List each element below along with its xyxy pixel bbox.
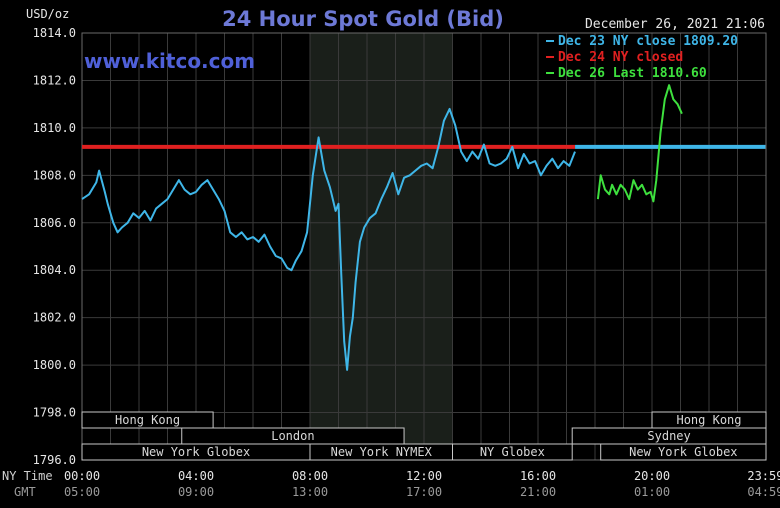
session-label: Sydney <box>647 429 690 443</box>
shaded-session-band <box>310 33 453 460</box>
legend-entry: Dec 24 NY closed <box>558 50 683 65</box>
y-tick-label: 1804.0 <box>33 263 76 277</box>
x-tick-label: 08:00 <box>292 469 328 483</box>
watermark: www.kitco.com <box>84 49 255 73</box>
x-tick-label: 00:00 <box>64 469 100 483</box>
timestamp: December 26, 2021 21:06 <box>585 17 765 32</box>
gmt-tick-label: 21:00 <box>520 485 556 499</box>
y-tick-label: 1814.0 <box>33 26 76 40</box>
y-tick-label: 1796.0 <box>33 453 76 467</box>
session-box <box>81 411 214 429</box>
y-tick-label: 1810.0 <box>33 121 76 135</box>
y-tick-label: 1808.0 <box>33 168 76 182</box>
session-label: New York NYMEX <box>331 445 433 459</box>
x-tick-label: 20:00 <box>634 469 670 483</box>
series-line <box>596 84 683 203</box>
gmt-row-label: GMT <box>14 485 36 499</box>
y-tick-label: 1802.0 <box>33 311 76 325</box>
x-tick-label: 04:00 <box>178 469 214 483</box>
session-label: Hong Kong <box>115 413 180 427</box>
session-box <box>452 443 573 461</box>
legend-entry: Dec 26 Last 1810.60 <box>558 66 707 81</box>
chart-title: 24 Hour Spot Gold (Bid) <box>222 7 504 31</box>
session-label: London <box>271 429 314 443</box>
y-tick-label: 1800.0 <box>33 358 76 372</box>
y-tick-label: 1798.0 <box>33 406 76 420</box>
session-label: NY Globex <box>480 445 545 459</box>
session-label: New York Globex <box>142 445 250 459</box>
session-box <box>600 443 767 461</box>
y-tick-label: 1806.0 <box>33 216 76 230</box>
gmt-tick-label: 09:00 <box>178 485 214 499</box>
ny-time-row-label: NY Time <box>2 469 53 483</box>
y-axis-unit: USD/oz <box>26 7 69 21</box>
series-line <box>81 107 576 371</box>
x-tick-label: 12:00 <box>406 469 442 483</box>
legend-entry: Dec 23 NY close 1809.20 <box>558 34 738 49</box>
x-tick-label: 23:59 <box>747 469 780 483</box>
y-tick-label: 1812.0 <box>33 73 76 87</box>
gmt-tick-label: 17:00 <box>406 485 442 499</box>
gmt-tick-label: 13:00 <box>292 485 328 499</box>
session-label: New York Globex <box>629 445 737 459</box>
gmt-tick-label: 04:59 <box>747 485 780 499</box>
gmt-tick-label: 01:00 <box>634 485 670 499</box>
gmt-tick-label: 05:00 <box>64 485 100 499</box>
x-tick-label: 16:00 <box>520 469 556 483</box>
session-label: Hong Kong <box>676 413 741 427</box>
